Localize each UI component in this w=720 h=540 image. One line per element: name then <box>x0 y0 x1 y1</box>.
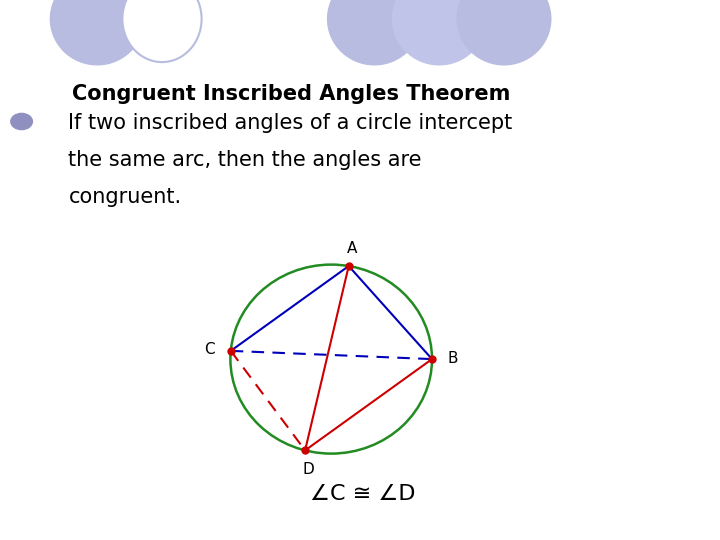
Ellipse shape <box>328 0 421 65</box>
Ellipse shape <box>457 0 551 65</box>
Text: congruent.: congruent. <box>68 187 181 207</box>
Ellipse shape <box>50 0 144 65</box>
Text: ∠C ≅ ∠D: ∠C ≅ ∠D <box>310 484 415 504</box>
Text: C: C <box>204 342 215 357</box>
Text: D: D <box>303 462 315 477</box>
Text: A: A <box>347 241 358 256</box>
Text: the same arc, then the angles are: the same arc, then the angles are <box>68 150 422 170</box>
Circle shape <box>11 113 32 130</box>
Ellipse shape <box>122 0 202 62</box>
Text: Congruent Inscribed Angles Theorem: Congruent Inscribed Angles Theorem <box>72 84 510 104</box>
Text: If two inscribed angles of a circle intercept: If two inscribed angles of a circle inte… <box>68 113 513 133</box>
Text: B: B <box>448 350 459 366</box>
Ellipse shape <box>392 0 486 65</box>
